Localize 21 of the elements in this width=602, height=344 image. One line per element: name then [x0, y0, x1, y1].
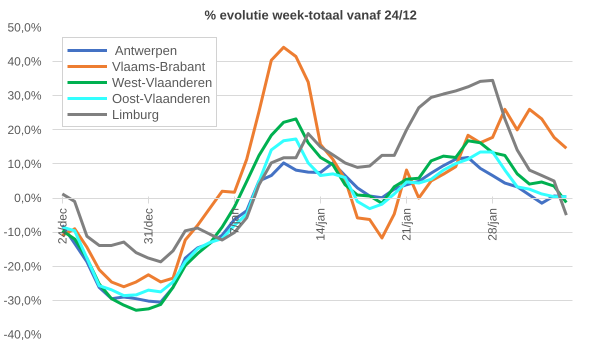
y-tick-label: 40,0%: [7, 54, 42, 69]
legend-label: Oost-Vlaanderen: [112, 90, 210, 106]
y-tick-label: -30,0%: [3, 293, 42, 308]
y-tick-label: -20,0%: [3, 259, 42, 274]
y-tick-label: -10,0%: [3, 225, 42, 240]
y-tick-label: 30,0%: [7, 88, 42, 103]
legend-label: Antwerpen: [114, 42, 178, 58]
legend-label: Vlaams-Brabant: [112, 58, 206, 74]
y-tick-label: 10,0%: [7, 156, 42, 171]
x-tick-label: 31/dec: [141, 208, 156, 244]
legend-label: West-Vlaanderen: [112, 74, 212, 90]
legend-label: Limburg: [112, 106, 159, 122]
y-tick-label: 50,0%: [7, 20, 42, 34]
x-tick-label: 14/jan: [313, 208, 328, 241]
y-tick-label: -40,0%: [3, 328, 42, 342]
chart-title: % evolutie week-totaal vanaf 24/12: [204, 8, 417, 22]
x-tick-label: 21/jan: [400, 208, 414, 241]
x-tick-label: 28/jan: [486, 208, 500, 241]
x-tick-label: 24/dec: [55, 208, 70, 244]
y-tick-label: 0,0%: [14, 191, 42, 206]
y-tick-label: 20,0%: [7, 122, 42, 137]
